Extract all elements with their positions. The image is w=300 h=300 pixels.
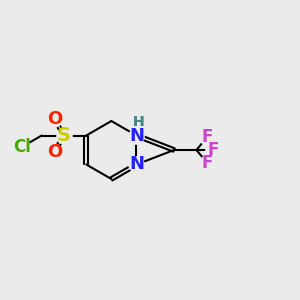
Text: H: H [133,115,145,129]
Text: N: N [129,127,144,145]
Text: O: O [47,143,62,161]
Text: F: F [202,128,213,146]
Text: F: F [202,154,213,172]
Text: O: O [47,110,62,128]
Text: H: H [133,115,145,129]
Text: N: N [129,155,144,173]
Text: Cl: Cl [14,138,31,156]
Text: S: S [57,126,71,145]
Text: F: F [207,141,219,159]
